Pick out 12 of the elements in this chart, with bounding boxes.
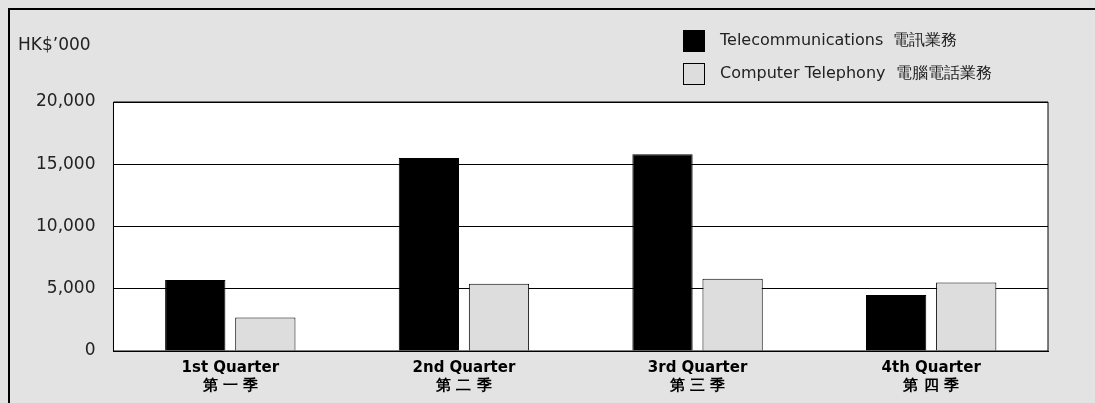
legend-label: Telecommunications 電訊業務 (720, 30, 958, 51)
y-axis-title: HK$’000 (18, 34, 91, 54)
legend-label: Computer Telephony 電腦電話業務 (720, 63, 992, 84)
y-tick-label: 20,000 (36, 90, 96, 111)
x-tick-label: 1st Quarter 第 一 季 (181, 357, 280, 394)
x-tick-label: 3rd Quarter 第 三 季 (647, 357, 748, 394)
y-tick-label: 15,000 (36, 152, 96, 173)
x-tick-label: 2nd Quarter 第 二 季 (412, 357, 516, 394)
y-tick-label: 0 (84, 339, 96, 360)
x-tick-label: 4th Quarter 第 四 季 (881, 357, 982, 394)
y-tick-label: 10,000 (36, 214, 96, 235)
y-tick-label: 5,000 (46, 277, 96, 298)
